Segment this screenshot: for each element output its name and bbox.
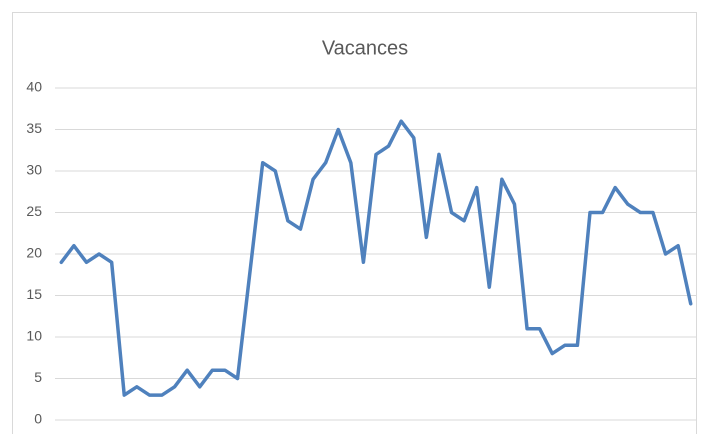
- data-line: [59, 119, 693, 397]
- y-tick-label: 35: [26, 120, 42, 136]
- chart-frame: [12, 12, 697, 434]
- y-tick-label: 30: [26, 162, 42, 178]
- chart-title: Vacances: [322, 37, 408, 59]
- y-tick-label: 40: [26, 79, 42, 95]
- y-tick-label: 10: [26, 328, 42, 344]
- y-tick-label: 20: [26, 245, 42, 261]
- y-tick-label: 25: [26, 203, 42, 219]
- y-tick-label: 0: [34, 411, 42, 427]
- y-tick-label: 5: [34, 369, 42, 385]
- y-tick-label: 15: [26, 286, 42, 302]
